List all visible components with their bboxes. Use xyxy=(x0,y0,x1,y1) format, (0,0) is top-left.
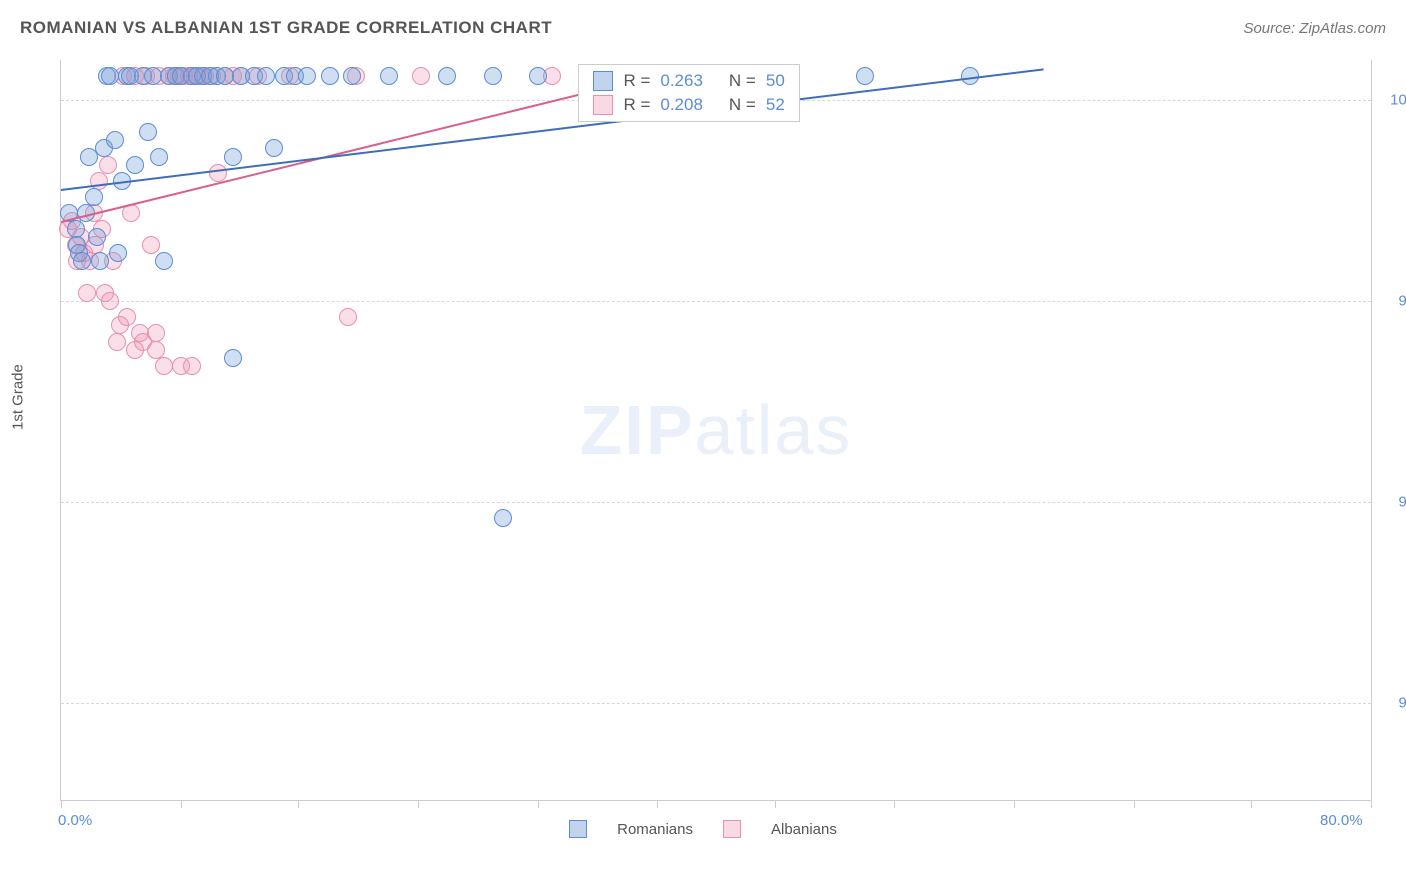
point-romanians xyxy=(88,228,106,246)
y-tick-label: 95.0% xyxy=(1381,494,1406,511)
x-tick xyxy=(538,800,539,808)
point-albanians xyxy=(108,333,126,351)
point-romanians xyxy=(438,67,456,85)
x-tick xyxy=(298,800,299,808)
point-romanians xyxy=(265,139,283,157)
x-tick xyxy=(1134,800,1135,808)
x-tick xyxy=(181,800,182,808)
stats-r-label: R = xyxy=(623,71,650,91)
source-label: Source: ZipAtlas.com xyxy=(1243,20,1386,37)
point-romanians xyxy=(224,349,242,367)
point-albanians xyxy=(126,341,144,359)
y-tick-label: 97.5% xyxy=(1381,293,1406,310)
x-tick xyxy=(657,800,658,808)
x-tick xyxy=(61,800,62,808)
point-albanians xyxy=(183,357,201,375)
x-tick xyxy=(775,800,776,808)
legend-label-albanians: Albanians xyxy=(771,821,837,838)
point-romanians xyxy=(343,67,361,85)
x-tick xyxy=(418,800,419,808)
point-romanians xyxy=(298,67,316,85)
point-albanians xyxy=(101,292,119,310)
y-axis-label: 1st Grade xyxy=(10,364,27,430)
point-romanians xyxy=(85,188,103,206)
point-albanians xyxy=(412,67,430,85)
legend-swatch-albanians xyxy=(723,820,741,838)
point-romanians xyxy=(109,244,127,262)
stats-box: R = 0.263 N = 50 R = 0.208 N = 52 xyxy=(578,64,799,122)
legend-swatch-romanians xyxy=(569,820,587,838)
point-romanians xyxy=(380,67,398,85)
point-albanians xyxy=(118,308,136,326)
x-tick xyxy=(894,800,895,808)
point-romanians xyxy=(101,67,119,85)
plot-area: ZIPatlas 92.5%95.0%97.5%100.0%R =0.263N … xyxy=(60,60,1372,801)
point-albanians xyxy=(99,156,117,174)
point-romanians xyxy=(484,67,502,85)
point-romanians xyxy=(126,156,144,174)
stats-row: R = 0.263 N = 50 xyxy=(579,69,798,93)
point-albanians xyxy=(209,164,227,182)
point-romanians xyxy=(144,67,162,85)
point-albanians xyxy=(78,284,96,302)
stats-swatch xyxy=(593,71,613,91)
point-romanians xyxy=(321,67,339,85)
point-romanians xyxy=(257,67,275,85)
y-tick-label: 92.5% xyxy=(1381,695,1406,712)
point-romanians xyxy=(856,67,874,85)
x-tick xyxy=(1371,800,1372,808)
stats-swatch xyxy=(593,95,613,115)
watermark: ZIPatlas xyxy=(580,390,853,470)
point-romanians xyxy=(150,148,168,166)
point-romanians xyxy=(216,67,234,85)
stats-n-value: 52 xyxy=(766,95,785,115)
x-tick xyxy=(1251,800,1252,808)
stats-row: R = 0.208 N = 52 xyxy=(579,93,798,117)
point-romanians xyxy=(494,509,512,527)
point-romanians xyxy=(139,123,157,141)
legend: Romanians Albanians xyxy=(0,820,1406,838)
gridline xyxy=(61,502,1371,503)
stats-n-label: N = xyxy=(729,71,756,91)
y-tick-label: 100.0% xyxy=(1381,92,1406,109)
stats-n-label: N = xyxy=(729,95,756,115)
point-albanians xyxy=(339,308,357,326)
gridline xyxy=(61,703,1371,704)
point-albanians xyxy=(147,341,165,359)
stats-r-label: R = xyxy=(623,95,650,115)
gridline xyxy=(61,301,1371,302)
x-tick xyxy=(1014,800,1015,808)
point-romanians xyxy=(529,67,547,85)
stats-r-value: 0.263 xyxy=(660,71,703,91)
point-albanians xyxy=(142,236,160,254)
trendline-romanians xyxy=(61,68,1044,191)
stats-r-value: 0.208 xyxy=(660,95,703,115)
point-romanians xyxy=(155,252,173,270)
point-romanians xyxy=(224,148,242,166)
point-romanians xyxy=(73,252,91,270)
point-albanians xyxy=(155,357,173,375)
chart-title: ROMANIAN VS ALBANIAN 1ST GRADE CORRELATI… xyxy=(20,18,552,37)
legend-label-romanians: Romanians xyxy=(617,821,693,838)
point-romanians xyxy=(91,252,109,270)
point-romanians xyxy=(106,131,124,149)
stats-n-value: 50 xyxy=(766,71,785,91)
